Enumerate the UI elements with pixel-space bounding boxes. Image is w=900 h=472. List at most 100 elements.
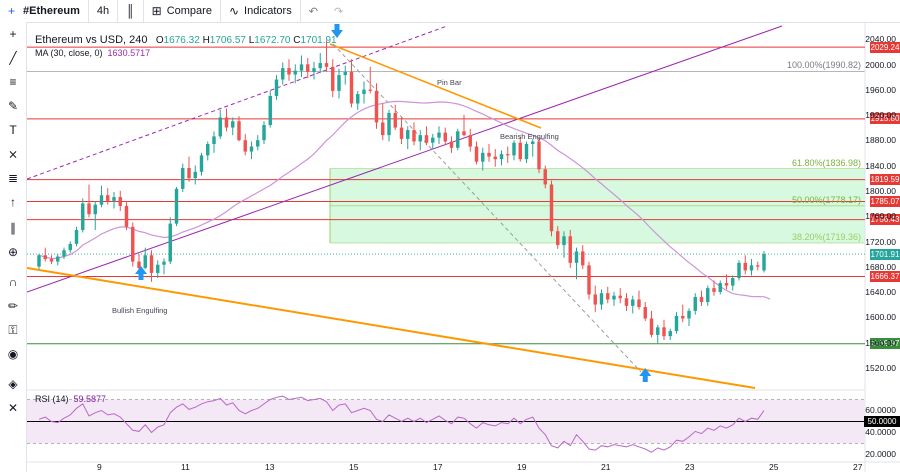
layers-icon[interactable]: ◈ <box>8 377 18 391</box>
legend-high-label: H <box>202 35 210 46</box>
candle <box>131 222 135 267</box>
eye-icon[interactable]: ◉ <box>7 347 19 361</box>
candle <box>668 328 672 340</box>
price-chart[interactable] <box>27 22 900 472</box>
candle <box>418 130 422 151</box>
candle <box>649 310 654 338</box>
crosshair-icon[interactable]: + <box>9 27 17 41</box>
rsi-label: RSI (14) <box>35 394 69 404</box>
candle-body <box>531 141 535 144</box>
candle-body <box>181 168 185 189</box>
candle <box>318 52 322 74</box>
candle-body <box>693 296 697 311</box>
candle <box>99 185 104 208</box>
candle-body <box>481 152 485 162</box>
brush-icon[interactable]: ✎ <box>7 99 19 113</box>
candle <box>481 147 485 171</box>
redo-button[interactable]: ↷ <box>326 0 351 22</box>
candle-body <box>406 130 410 139</box>
candle <box>412 122 416 146</box>
trend-line-icon[interactable]: ╱ <box>9 51 17 65</box>
candle <box>93 201 97 230</box>
candle-body <box>137 261 141 268</box>
fib-retracement-icon[interactable]: ≣ <box>7 171 19 185</box>
candle-body <box>599 293 604 305</box>
undo-button[interactable]: ↶ <box>301 0 326 22</box>
candle-body <box>612 295 616 300</box>
candle-body <box>374 90 379 123</box>
legend-close-label: C <box>293 35 301 46</box>
candle <box>106 188 110 205</box>
candle-body <box>637 299 641 308</box>
candle-body <box>424 135 429 143</box>
rsi-tick-label: 20.0000 <box>865 448 896 459</box>
compare-button[interactable]: ⊞ Compare <box>144 0 221 22</box>
trash-icon[interactable]: ✕ <box>7 401 19 415</box>
compare-icon: ⊞ <box>151 4 162 18</box>
candle-body <box>249 146 254 152</box>
candle <box>81 198 85 233</box>
time-tick-label: 23 <box>685 462 695 472</box>
price-tick-label: 2000.00 <box>865 59 896 70</box>
moving-average-layer <box>38 100 771 300</box>
lock-icon[interactable]: ⚿ <box>8 323 18 337</box>
ruler-icon[interactable]: ∥ <box>10 221 16 235</box>
candle <box>249 141 254 160</box>
horizontal-lines-icon[interactable]: ≡ <box>9 75 17 89</box>
candle <box>143 247 147 270</box>
stay-drawing-icon[interactable]: ✏ <box>7 299 19 313</box>
candle-body <box>512 142 516 156</box>
candle-body <box>493 156 497 160</box>
candle-body <box>124 205 129 227</box>
levels-layer <box>27 22 900 472</box>
candle <box>387 109 391 142</box>
zoom-in-icon[interactable]: ⊕ <box>7 245 19 259</box>
candle <box>406 126 410 150</box>
candle <box>506 146 510 163</box>
candle <box>43 247 47 262</box>
candle <box>556 226 560 249</box>
candle <box>124 202 129 230</box>
rsi-tick-label: 60.0000 <box>865 404 896 415</box>
candle <box>218 109 222 139</box>
interval-button[interactable]: 4h <box>89 0 119 22</box>
candle <box>37 253 41 270</box>
candle-body <box>762 254 766 271</box>
indicators-button[interactable]: ∿ Indicators <box>221 0 301 22</box>
candle-body <box>556 231 560 246</box>
level-price-box: 1915.80 <box>870 113 900 125</box>
candle-style-button[interactable]: ║ <box>118 0 144 22</box>
price-tick-label: 1920.00 <box>865 110 896 121</box>
candle-body <box>574 251 579 263</box>
candle-body <box>62 250 66 257</box>
candle-body <box>749 265 754 271</box>
compare-label: Compare <box>166 5 212 17</box>
price-tick-label: 1760.00 <box>865 211 896 222</box>
symbol-search[interactable]: + #Ethereum <box>0 0 89 22</box>
candle-body <box>549 184 554 232</box>
candle <box>706 285 710 306</box>
candle-body <box>643 307 647 319</box>
pin-bar-annotation: Pin Bar <box>437 78 462 87</box>
candle <box>368 66 372 94</box>
magnet-icon[interactable]: ∩ <box>8 275 18 289</box>
text-tool-icon[interactable]: T <box>9 123 17 137</box>
top-toolbar: + #Ethereum 4h ║ ⊞ Compare ∿ Indicators … <box>0 0 900 23</box>
candle-body <box>162 261 166 265</box>
candle-body <box>362 89 366 95</box>
arrow-icon[interactable]: ↑ <box>10 195 16 209</box>
candles-icon: ║ <box>126 4 135 18</box>
candle <box>118 190 122 211</box>
candle <box>737 260 741 281</box>
candle <box>199 152 204 176</box>
candle <box>724 274 729 290</box>
candle <box>281 62 285 85</box>
candle <box>524 141 529 163</box>
candle <box>206 141 210 161</box>
candle-body <box>349 71 354 104</box>
ma-label: MA (30, close, 0) <box>35 48 103 58</box>
interval-label: 4h <box>96 5 110 17</box>
chart-legend: Ethereum vs USD, 240 O1676.32 H1706.57 L… <box>35 34 337 46</box>
pattern-icon[interactable]: ⨯ <box>7 147 19 161</box>
candle <box>574 247 579 280</box>
